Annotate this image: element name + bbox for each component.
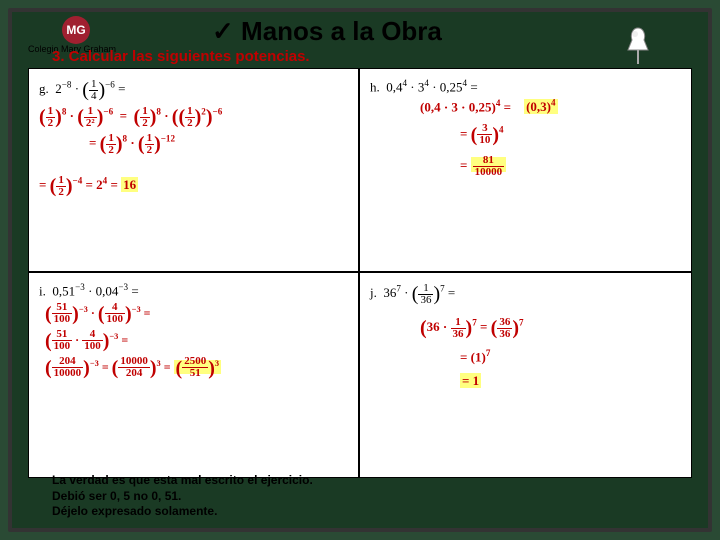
problem-g-step1: (12)8 · (12²)−6 = (12)8 · ((12)2)−6 <box>39 105 348 129</box>
title-text: Manos a la Obra <box>241 16 442 46</box>
instruction-text: 3. Calcular las siguientes potencias. <box>52 48 310 65</box>
pushpin-icon <box>618 26 658 66</box>
row-2: i. 0,51−3 · 0,04−3 = (51100)−3 · (4100)−… <box>29 273 691 477</box>
logo-text: MG <box>66 23 85 37</box>
problem-h: h. 0,44 · 34 · 0,254 = (0,4 · 3 · 0,25)4… <box>360 69 691 271</box>
problem-h-step2: = (310)4 <box>370 123 681 147</box>
row-1: g. 2−8 · (14)−6 = (12)8 · (12²)−6 = (12)… <box>29 69 691 273</box>
worksheet: g. 2−8 · (14)−6 = (12)8 · (12²)−6 = (12)… <box>28 68 692 478</box>
footnote: La verdad es que esta mal escrito el eje… <box>52 473 313 520</box>
problem-j: j. 367 · (136)7 = (36 · 136)7 = (3636)7 … <box>360 273 691 477</box>
problem-i-step2: (51100 · 4100)−3 = <box>39 329 348 353</box>
footnote-line2: Debió ser 0, 5 no 0, 51. <box>52 489 313 505</box>
chalkboard-frame: MG Colegio Mary Graham ✓ Manos a la Obra… <box>8 8 712 532</box>
slide-title: ✓ Manos a la Obra <box>212 16 442 47</box>
problem-i-step3: (20410000)−3 = (10000204)3 = (250051)3 <box>39 356 348 380</box>
school-logo: MG <box>62 16 90 44</box>
problem-g-step2: = (12)8 · (12)−12 <box>39 132 348 156</box>
problem-h-label: h. 0,44 · 34 · 0,254 = <box>370 78 681 95</box>
footnote-line1: La verdad es que esta mal escrito el eje… <box>52 473 313 489</box>
problem-h-step1: (0,4 · 3 · 0,25)4 = (0,3)4 <box>370 98 681 115</box>
problem-j-step1: (36 · 136)7 = (3636)7 <box>370 316 681 340</box>
problem-j-label: j. 367 · (136)7 = <box>370 282 681 306</box>
problem-h-step3: = 8110000 <box>370 155 681 178</box>
problem-i-label: i. 0,51−3 · 0,04−3 = <box>39 282 348 299</box>
footnote-line3: Déjelo expresado solamente. <box>52 504 313 520</box>
problem-g-step3: = (12)−4 = 24 = 16 <box>39 174 348 198</box>
problem-i-step1: (51100)−3 · (4100)−3 = <box>39 302 348 326</box>
problem-j-step2: = (1)7 <box>370 348 681 365</box>
problem-g-label: g. 2−8 · (14)−6 = <box>39 78 348 102</box>
problem-g: g. 2−8 · (14)−6 = (12)8 · (12²)−6 = (12)… <box>29 69 360 271</box>
problem-j-step3: = 1 <box>370 373 681 389</box>
problem-i: i. 0,51−3 · 0,04−3 = (51100)−3 · (4100)−… <box>29 273 360 477</box>
check-icon: ✓ <box>212 16 234 46</box>
